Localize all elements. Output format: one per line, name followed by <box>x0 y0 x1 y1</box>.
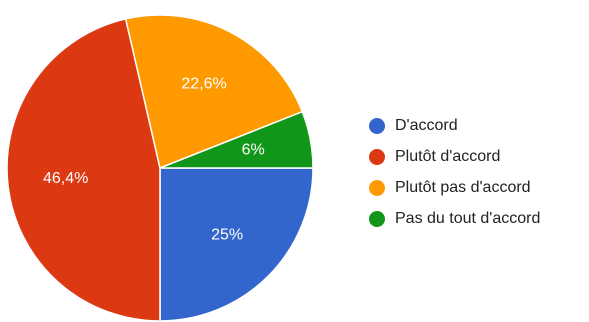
slice-value-label-1: 46,4% <box>43 170 88 187</box>
chart-legend: D'accord Plutôt d'accord Plutôt pas d'ac… <box>369 110 540 234</box>
legend-dot-icon <box>369 210 385 227</box>
pie-slice-0[interactable] <box>159 167 314 322</box>
slice-value-label-3: 6% <box>242 142 265 159</box>
legend-item-plutot-pas-d-accord[interactable]: Plutôt pas d'accord <box>369 172 540 203</box>
legend-label: D'accord <box>395 116 458 134</box>
legend-item-pas-du-tout-d-accord[interactable]: Pas du tout d'accord <box>369 203 540 234</box>
legend-dot-icon <box>369 117 385 134</box>
legend-label: Plutôt pas d'accord <box>395 178 531 196</box>
pie-slice-2[interactable] <box>124 14 304 170</box>
pie-slice-3[interactable] <box>159 110 314 169</box>
legend-item-d-accord[interactable]: D'accord <box>369 110 540 141</box>
pie-chart: 25% 46,4% 22,6% 6% <box>6 14 314 322</box>
legend-label: Plutôt d'accord <box>395 147 501 165</box>
slice-value-label-0: 25% <box>211 227 243 244</box>
pie-slice-1[interactable] <box>6 17 161 322</box>
legend-item-plutot-d-accord[interactable]: Plutôt d'accord <box>369 141 540 172</box>
slice-value-label-2: 22,6% <box>181 76 226 93</box>
legend-dot-icon <box>369 179 385 196</box>
legend-label: Pas du tout d'accord <box>395 209 541 227</box>
legend-dot-icon <box>369 148 385 165</box>
